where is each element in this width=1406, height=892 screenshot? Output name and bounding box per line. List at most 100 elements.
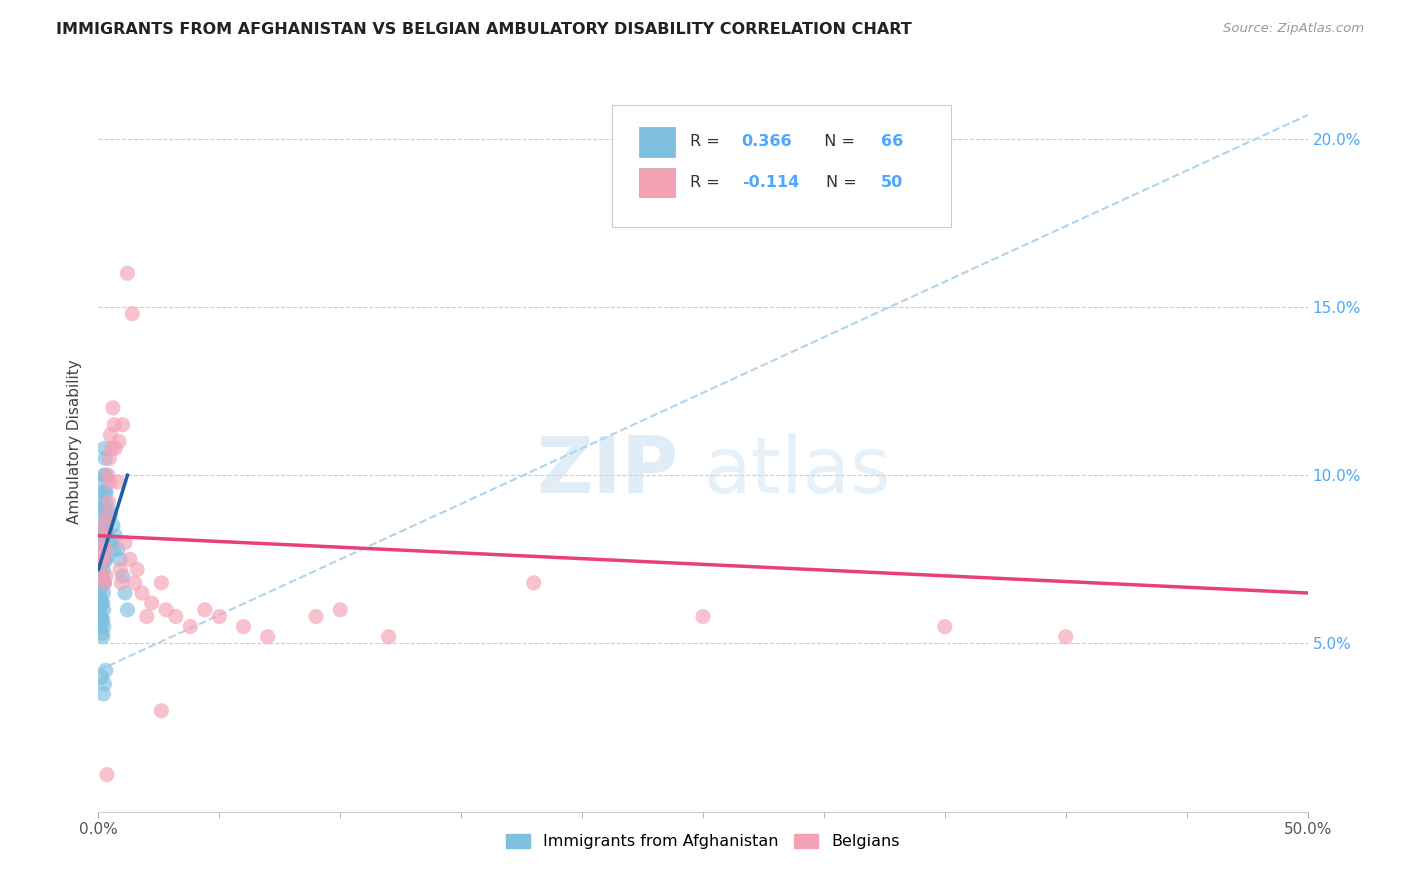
Text: 66: 66 bbox=[880, 134, 903, 149]
Point bbox=[91, 687, 114, 701]
Point bbox=[96, 552, 118, 566]
Point bbox=[90, 549, 112, 563]
Point bbox=[165, 609, 187, 624]
Point bbox=[118, 552, 141, 566]
FancyBboxPatch shape bbox=[613, 104, 950, 227]
Y-axis label: Ambulatory Disability: Ambulatory Disability bbox=[67, 359, 83, 524]
Text: Source: ZipAtlas.com: Source: ZipAtlas.com bbox=[1223, 22, 1364, 36]
Bar bbox=[638, 168, 675, 197]
Point bbox=[94, 495, 117, 509]
Point bbox=[90, 613, 112, 627]
Point bbox=[103, 542, 125, 557]
Point bbox=[135, 609, 157, 624]
Point bbox=[90, 592, 112, 607]
Point bbox=[104, 529, 127, 543]
Point bbox=[93, 552, 115, 566]
Point bbox=[256, 630, 278, 644]
Point bbox=[97, 495, 120, 509]
Point bbox=[91, 630, 114, 644]
Point bbox=[93, 501, 115, 516]
Text: atlas: atlas bbox=[703, 434, 890, 509]
Text: -0.114: -0.114 bbox=[742, 175, 799, 190]
Point bbox=[523, 575, 546, 590]
Point bbox=[96, 508, 118, 523]
Point bbox=[94, 451, 117, 466]
Point bbox=[94, 512, 117, 526]
Point bbox=[91, 529, 114, 543]
Point bbox=[90, 579, 112, 593]
Point bbox=[93, 677, 115, 691]
Point bbox=[91, 485, 114, 500]
Point bbox=[91, 518, 114, 533]
Point bbox=[692, 609, 714, 624]
Point bbox=[89, 562, 111, 576]
Point bbox=[98, 475, 121, 489]
Point bbox=[305, 609, 328, 624]
Point bbox=[93, 442, 115, 456]
Point bbox=[155, 603, 177, 617]
Point bbox=[100, 442, 122, 456]
Point bbox=[96, 767, 118, 781]
Point bbox=[96, 485, 118, 500]
Point bbox=[114, 535, 136, 549]
Point bbox=[117, 266, 139, 280]
Point bbox=[101, 401, 124, 415]
Point bbox=[329, 603, 352, 617]
Point bbox=[107, 542, 129, 557]
Point bbox=[90, 596, 112, 610]
Point bbox=[117, 603, 139, 617]
Point bbox=[111, 569, 134, 583]
Point bbox=[150, 575, 173, 590]
Text: ZIP: ZIP bbox=[537, 434, 679, 509]
Point bbox=[141, 596, 163, 610]
Point bbox=[91, 542, 114, 557]
Text: 50: 50 bbox=[880, 175, 903, 190]
Point bbox=[94, 518, 117, 533]
Point bbox=[90, 670, 112, 684]
Text: N =: N = bbox=[814, 134, 860, 149]
Text: IMMIGRANTS FROM AFGHANISTAN VS BELGIAN AMBULATORY DISABILITY CORRELATION CHART: IMMIGRANTS FROM AFGHANISTAN VS BELGIAN A… bbox=[56, 22, 912, 37]
Point bbox=[93, 552, 115, 566]
Point bbox=[93, 575, 115, 590]
Point bbox=[107, 475, 129, 489]
Point bbox=[89, 575, 111, 590]
Point bbox=[94, 542, 117, 557]
Point bbox=[91, 626, 114, 640]
Point bbox=[93, 468, 115, 483]
Point bbox=[232, 619, 254, 633]
Point bbox=[1054, 630, 1077, 644]
Point bbox=[97, 501, 120, 516]
Point bbox=[111, 417, 134, 432]
Point bbox=[121, 307, 143, 321]
Point bbox=[93, 562, 115, 576]
Text: 0.366: 0.366 bbox=[742, 134, 793, 149]
Text: R =: R = bbox=[690, 134, 724, 149]
Point bbox=[100, 535, 122, 549]
Point bbox=[94, 529, 117, 543]
Point bbox=[91, 552, 114, 566]
Point bbox=[114, 586, 136, 600]
Text: N =: N = bbox=[827, 175, 862, 190]
Point bbox=[96, 529, 118, 543]
Point bbox=[90, 535, 112, 549]
Point bbox=[91, 542, 114, 557]
Point bbox=[110, 575, 132, 590]
Point bbox=[97, 508, 120, 523]
Point bbox=[97, 529, 120, 543]
Point bbox=[94, 552, 117, 566]
Point bbox=[94, 518, 117, 533]
Point bbox=[93, 495, 115, 509]
Point bbox=[94, 468, 117, 483]
Point bbox=[91, 501, 114, 516]
Point bbox=[91, 575, 114, 590]
Point bbox=[150, 704, 173, 718]
Point bbox=[194, 603, 217, 617]
Point bbox=[91, 569, 114, 583]
Point bbox=[101, 518, 124, 533]
Point bbox=[103, 417, 125, 432]
Point bbox=[94, 485, 117, 500]
Point bbox=[91, 613, 114, 627]
Point bbox=[108, 562, 131, 576]
Point bbox=[98, 451, 121, 466]
Point bbox=[89, 603, 111, 617]
